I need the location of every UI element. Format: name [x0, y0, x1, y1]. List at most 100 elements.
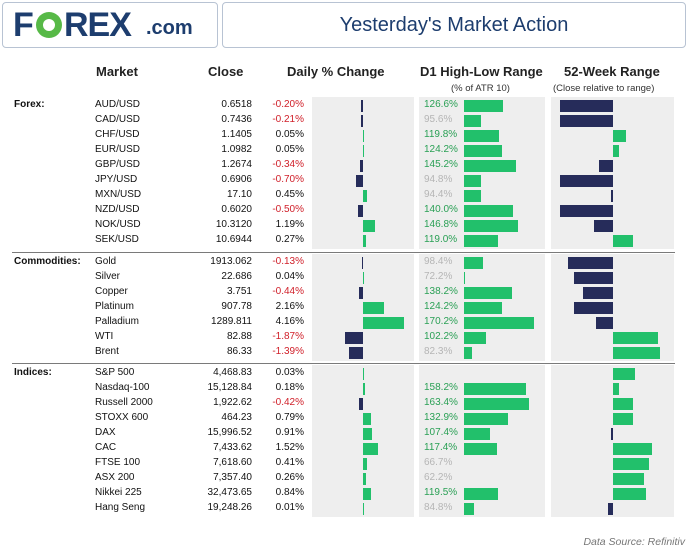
week52-bar: [560, 115, 613, 127]
week52-bar: [613, 488, 647, 500]
forex-logo[interactable]: F REX .com: [2, 2, 218, 48]
daily-bar: [363, 317, 404, 329]
logo-letter-f: F: [13, 6, 34, 44]
week52-bar: [613, 458, 650, 470]
range-bar: [464, 317, 535, 329]
row-daily-label: -0.20%: [272, 99, 304, 110]
range-bar: [464, 302, 502, 314]
row-close-value: 15,128.84: [207, 382, 253, 393]
range-bar: [464, 347, 473, 359]
row-daily-label: -0.70%: [272, 174, 304, 185]
row-market-label: FTSE 100: [95, 457, 141, 468]
row-daily-label: 0.45%: [275, 189, 304, 200]
range-bar: [464, 443, 497, 455]
daily-bar: [363, 443, 378, 455]
row-daily-label: 0.05%: [275, 129, 304, 140]
col-header-daily: Daily % Change: [287, 64, 385, 79]
row-market-label: SEK/USD: [95, 234, 139, 245]
row-close-value: 1913.062: [210, 256, 252, 267]
row-market-label: Silver: [95, 271, 121, 282]
daily-bar: [363, 473, 366, 485]
row-close-value: 82.88: [226, 331, 252, 342]
row-close-value: 1,922.62: [213, 397, 252, 408]
daily-bar: [363, 413, 371, 425]
week52-bar: [613, 332, 658, 344]
daily-bar: [363, 383, 365, 395]
row-market-label: ASX 200: [95, 472, 135, 483]
row-close-value: 1.2674: [221, 159, 252, 170]
logo-dotcom: .com: [146, 17, 193, 39]
row-close-value: 0.6020: [221, 204, 252, 215]
page-title: Yesterday's Market Action: [339, 14, 569, 36]
range-bar: [464, 398, 530, 410]
range-label: 102.2%: [424, 331, 458, 342]
row-market-label: NOK/USD: [95, 219, 141, 230]
daily-bar: [358, 205, 363, 217]
row-close-value: 10.6944: [215, 234, 252, 245]
row-close-value: 0.7436: [221, 114, 252, 125]
week52-bar: [608, 503, 613, 515]
row-market-label: Palladium: [95, 316, 139, 327]
row-market-label: Platinum: [95, 301, 134, 312]
range-label: 72.2%: [424, 271, 453, 282]
row-daily-label: -0.13%: [272, 256, 304, 267]
row-daily-label: 0.91%: [275, 427, 304, 438]
daily-bar: [363, 145, 364, 157]
row-market-label: Hang Seng: [95, 502, 146, 513]
col-header-close: Close: [208, 64, 244, 79]
range-bar: [464, 145, 502, 157]
row-market-label: S&P 500: [95, 367, 135, 378]
row-close-value: 22.686: [221, 271, 252, 282]
daily-bar: [356, 175, 363, 187]
week52-bar: [611, 428, 613, 440]
group-separator: [12, 252, 675, 253]
week52-bar: [613, 347, 660, 359]
week52-bar: [594, 220, 613, 232]
group-separator: [12, 363, 675, 364]
range-label: 119.5%: [424, 487, 458, 498]
row-daily-label: 0.27%: [275, 234, 304, 245]
week52-bar: [595, 317, 613, 329]
row-daily-label: -1.87%: [272, 331, 304, 342]
range-bar: [464, 488, 499, 500]
daily-bar: [363, 235, 366, 247]
range-bar: [464, 175, 481, 187]
col-header-range: D1 High-Low Range: [420, 64, 543, 79]
row-market-label: Gold: [95, 256, 117, 267]
row-daily-label: 0.41%: [275, 457, 304, 468]
row-daily-label: 1.52%: [275, 442, 304, 453]
row-close-value: 4,468.83: [213, 367, 252, 378]
week52-bar: [613, 473, 644, 485]
daily-bar: [363, 428, 372, 440]
col-subheader-52week: (Close relative to range): [553, 83, 655, 94]
week52-bar: [613, 443, 653, 455]
range-label: 84.8%: [424, 502, 453, 513]
range-bar: [464, 413, 508, 425]
row-market-label: Nikkei 225: [95, 487, 142, 498]
range-label: 163.4%: [424, 397, 458, 408]
range-label: 138.2%: [424, 286, 458, 297]
range-bar: [464, 257, 484, 269]
range-label: 132.9%: [424, 412, 458, 423]
row-market-label: Copper: [95, 286, 128, 297]
row-market-label: AUD/USD: [95, 99, 141, 110]
range-bar: [464, 220, 518, 232]
row-close-value: 3.751: [226, 286, 252, 297]
daily-bar: [349, 347, 363, 359]
range-label: 158.2%: [424, 382, 458, 393]
range-bar: [464, 287, 512, 299]
title-box: Yesterday's Market Action: [222, 2, 686, 48]
row-daily-label: 1.19%: [275, 219, 304, 230]
week52-bar: [560, 205, 613, 217]
row-market-label: STOXX 600: [95, 412, 149, 423]
range-bar: [464, 235, 498, 247]
range-bar: [464, 205, 513, 217]
week52-bar: [613, 368, 635, 380]
week52-bar: [613, 398, 634, 410]
row-close-value: 1.0982: [221, 144, 252, 155]
range-label: 94.8%: [424, 174, 453, 185]
col-header-52week: 52-Week Range: [564, 64, 660, 79]
row-close-value: 907.78: [221, 301, 252, 312]
group-label: Forex:: [14, 99, 45, 110]
range-bar: [464, 115, 482, 127]
